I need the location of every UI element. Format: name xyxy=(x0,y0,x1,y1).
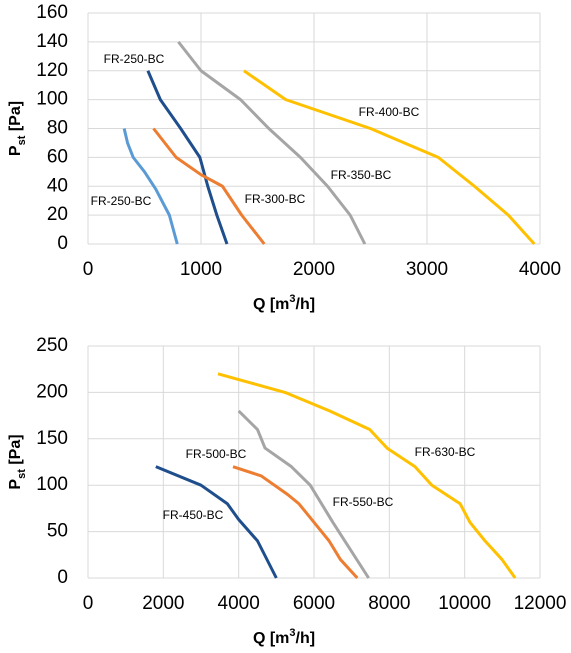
y-axis-label-part: [Pa] xyxy=(7,434,24,469)
y-tick-label: 20 xyxy=(47,204,68,225)
y-axis-label-part: P xyxy=(7,145,24,156)
y-axis-label-part: [Pa] xyxy=(7,101,24,136)
series-label: FR-550-BC xyxy=(333,495,394,509)
y-tick-label: 200 xyxy=(36,381,68,402)
series-label: FR-250-BC xyxy=(104,52,165,66)
series-label: FR-630-BC xyxy=(415,445,476,459)
x-tick-label: 2000 xyxy=(293,259,335,280)
series-label: FR-500-BC xyxy=(186,447,247,461)
x-axis-label-part: 3 xyxy=(289,627,295,639)
y-axis-label: Pst [Pa] xyxy=(7,434,28,489)
series-line xyxy=(177,40,367,245)
x-tick-label: 4000 xyxy=(519,259,561,280)
series-line xyxy=(152,127,266,245)
y-tick-label: 0 xyxy=(57,233,68,254)
series-label: FR-300-BC xyxy=(245,192,306,206)
series-label: FR-250-BC xyxy=(91,194,152,208)
x-axis-label-part: Q [m xyxy=(253,296,289,313)
x-axis-label-part: /h] xyxy=(296,630,316,647)
x-tick-label: 6000 xyxy=(293,593,335,614)
y-tick-label: 100 xyxy=(36,474,68,495)
x-axis-label-part: /h] xyxy=(296,296,316,313)
subplot: 0 50 100 150 200 250 0 2000 4000 6000 8000 10000 120… xyxy=(7,335,566,647)
y-tick-label: 60 xyxy=(47,146,68,167)
x-axis-label: Q [m3/h] xyxy=(253,293,315,313)
x-tick-label: 12000 xyxy=(514,593,567,614)
y-tick-label: 120 xyxy=(36,60,68,81)
x-axis-label-part: Q [m xyxy=(253,630,289,647)
y-axis-label-part: st xyxy=(16,469,28,479)
y-axis-label: Pst [Pa] xyxy=(7,101,28,156)
y-axis-label-part: P xyxy=(7,479,24,490)
series-line xyxy=(155,465,278,579)
y-tick-label: 100 xyxy=(36,89,68,110)
y-tick-label: 0 xyxy=(57,567,68,588)
y-axis-label-part: st xyxy=(16,135,28,145)
series-line xyxy=(237,409,370,579)
y-tick-label: 160 xyxy=(36,2,68,23)
y-tick-label: 250 xyxy=(36,335,68,356)
series-line xyxy=(243,69,536,246)
x-axis-label-part: 3 xyxy=(289,293,295,305)
series-label: FR-400-BC xyxy=(359,105,420,119)
x-tick-label: 8000 xyxy=(368,593,410,614)
x-tick-label: 1000 xyxy=(180,259,222,280)
x-axis-label: Q [m3/h] xyxy=(253,627,315,647)
x-tick-label: 10000 xyxy=(438,593,491,614)
x-tick-label: 0 xyxy=(83,259,94,280)
y-tick-label: 80 xyxy=(47,118,68,139)
subplot: 0 20 40 60 80 100 120 140 160 0 1000 2000 3000 4000 Q … xyxy=(7,2,561,313)
series-line xyxy=(232,465,359,580)
x-tick-label: 3000 xyxy=(406,259,448,280)
x-tick-label: 4000 xyxy=(218,593,260,614)
x-tick-label: 0 xyxy=(83,593,94,614)
series-label: FR-450-BC xyxy=(163,508,224,522)
x-tick-label: 2000 xyxy=(142,593,184,614)
y-tick-label: 140 xyxy=(36,31,68,52)
y-tick-label: 150 xyxy=(36,428,68,449)
series-line xyxy=(217,372,517,579)
series-line xyxy=(122,128,179,245)
series-line xyxy=(146,70,229,245)
y-tick-label: 50 xyxy=(47,521,68,542)
series-label: FR-350-BC xyxy=(331,168,392,182)
y-tick-label: 40 xyxy=(47,175,68,196)
